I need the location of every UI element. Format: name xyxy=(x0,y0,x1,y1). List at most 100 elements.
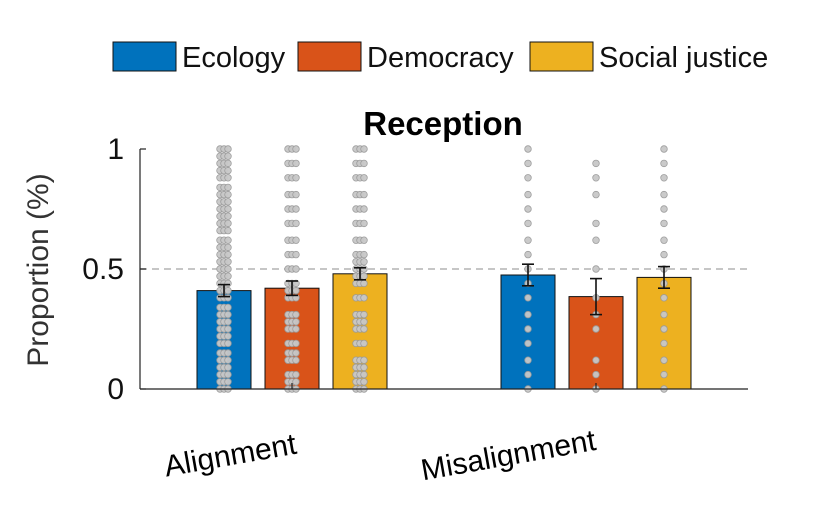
data-point xyxy=(224,349,232,357)
data-point xyxy=(360,370,368,379)
data-point xyxy=(224,363,232,372)
data-point xyxy=(224,279,232,288)
data-point xyxy=(360,265,368,273)
data-point xyxy=(360,339,368,348)
data-point xyxy=(292,356,300,364)
data-point xyxy=(660,145,668,153)
data-point xyxy=(360,174,368,182)
data-point xyxy=(660,325,668,333)
data-point xyxy=(592,236,600,244)
data-point xyxy=(224,303,232,312)
data-point xyxy=(224,174,232,182)
data-point xyxy=(224,310,232,319)
data-point xyxy=(360,318,368,326)
data-point xyxy=(224,272,232,280)
data-point xyxy=(224,212,232,220)
data-point xyxy=(224,250,232,259)
y-tick-label: 0 xyxy=(107,373,124,406)
category-label-1: Misalignment xyxy=(418,424,598,487)
data-point xyxy=(292,174,300,182)
data-point xyxy=(224,286,232,295)
data-point xyxy=(660,205,668,213)
category-label-0: Alignment xyxy=(162,428,300,484)
y-tick-label: 0.5 xyxy=(82,253,124,286)
y-axis-label: Proportion (%) xyxy=(22,173,55,366)
data-point xyxy=(660,339,668,348)
data-point xyxy=(224,152,232,160)
data-point xyxy=(292,370,300,379)
data-point xyxy=(292,145,300,153)
data-point xyxy=(292,236,300,244)
data-point xyxy=(360,250,368,259)
data-point xyxy=(224,294,232,302)
data-point xyxy=(292,339,300,348)
y-tick-label: 1 xyxy=(107,133,124,166)
data-point xyxy=(524,294,532,302)
chart-title: Reception xyxy=(363,105,523,142)
data-point xyxy=(660,174,668,182)
data-point xyxy=(292,310,300,319)
data-point xyxy=(292,318,300,326)
data-point xyxy=(224,378,232,386)
data-point xyxy=(524,370,532,379)
data-point xyxy=(224,339,232,348)
data-point xyxy=(524,310,532,319)
data-point xyxy=(360,272,368,280)
data-point xyxy=(292,219,300,228)
data-point xyxy=(360,219,368,228)
data-point xyxy=(660,356,668,364)
data-point xyxy=(224,265,232,273)
data-point xyxy=(360,236,368,244)
data-point xyxy=(224,190,232,199)
data-point xyxy=(524,159,532,168)
data-point xyxy=(292,349,300,357)
data-point xyxy=(360,205,368,213)
data-point xyxy=(592,174,600,182)
data-point xyxy=(292,265,300,273)
data-point xyxy=(224,325,232,333)
data-point xyxy=(360,159,368,168)
data-point xyxy=(660,190,668,199)
data-point xyxy=(660,294,668,302)
data-point xyxy=(660,310,668,319)
data-point xyxy=(592,219,600,228)
data-point xyxy=(224,219,232,228)
data-point xyxy=(360,190,368,199)
legend-swatch-0 xyxy=(112,41,177,72)
data-point xyxy=(292,286,300,295)
data-point xyxy=(660,159,668,168)
data-point xyxy=(224,183,232,192)
data-point xyxy=(292,159,300,168)
data-point xyxy=(224,198,232,206)
data-point xyxy=(224,356,232,364)
data-point xyxy=(360,310,368,319)
data-point xyxy=(224,332,232,340)
data-point xyxy=(524,205,532,213)
data-point xyxy=(360,325,368,333)
axes-group: 00.51 xyxy=(82,133,748,406)
data-point xyxy=(224,258,232,266)
data-point xyxy=(524,145,532,153)
data-point xyxy=(224,145,232,153)
points-group xyxy=(216,145,668,393)
bars-group xyxy=(196,273,692,390)
data-point xyxy=(292,205,300,213)
data-point xyxy=(592,356,600,364)
data-point xyxy=(224,243,232,252)
data-point xyxy=(360,145,368,153)
data-point xyxy=(224,370,232,379)
category-labels: Alignment Misalignment xyxy=(162,424,599,487)
data-point xyxy=(592,190,600,199)
data-point xyxy=(360,378,368,386)
data-point xyxy=(360,363,368,372)
data-point xyxy=(592,265,600,273)
data-point xyxy=(224,159,232,168)
data-point xyxy=(524,339,532,348)
data-point xyxy=(524,325,532,333)
data-point xyxy=(224,205,232,213)
legend-label-0: Ecology xyxy=(182,42,286,74)
data-point xyxy=(292,378,300,386)
data-point xyxy=(592,159,600,168)
data-point xyxy=(360,356,368,364)
